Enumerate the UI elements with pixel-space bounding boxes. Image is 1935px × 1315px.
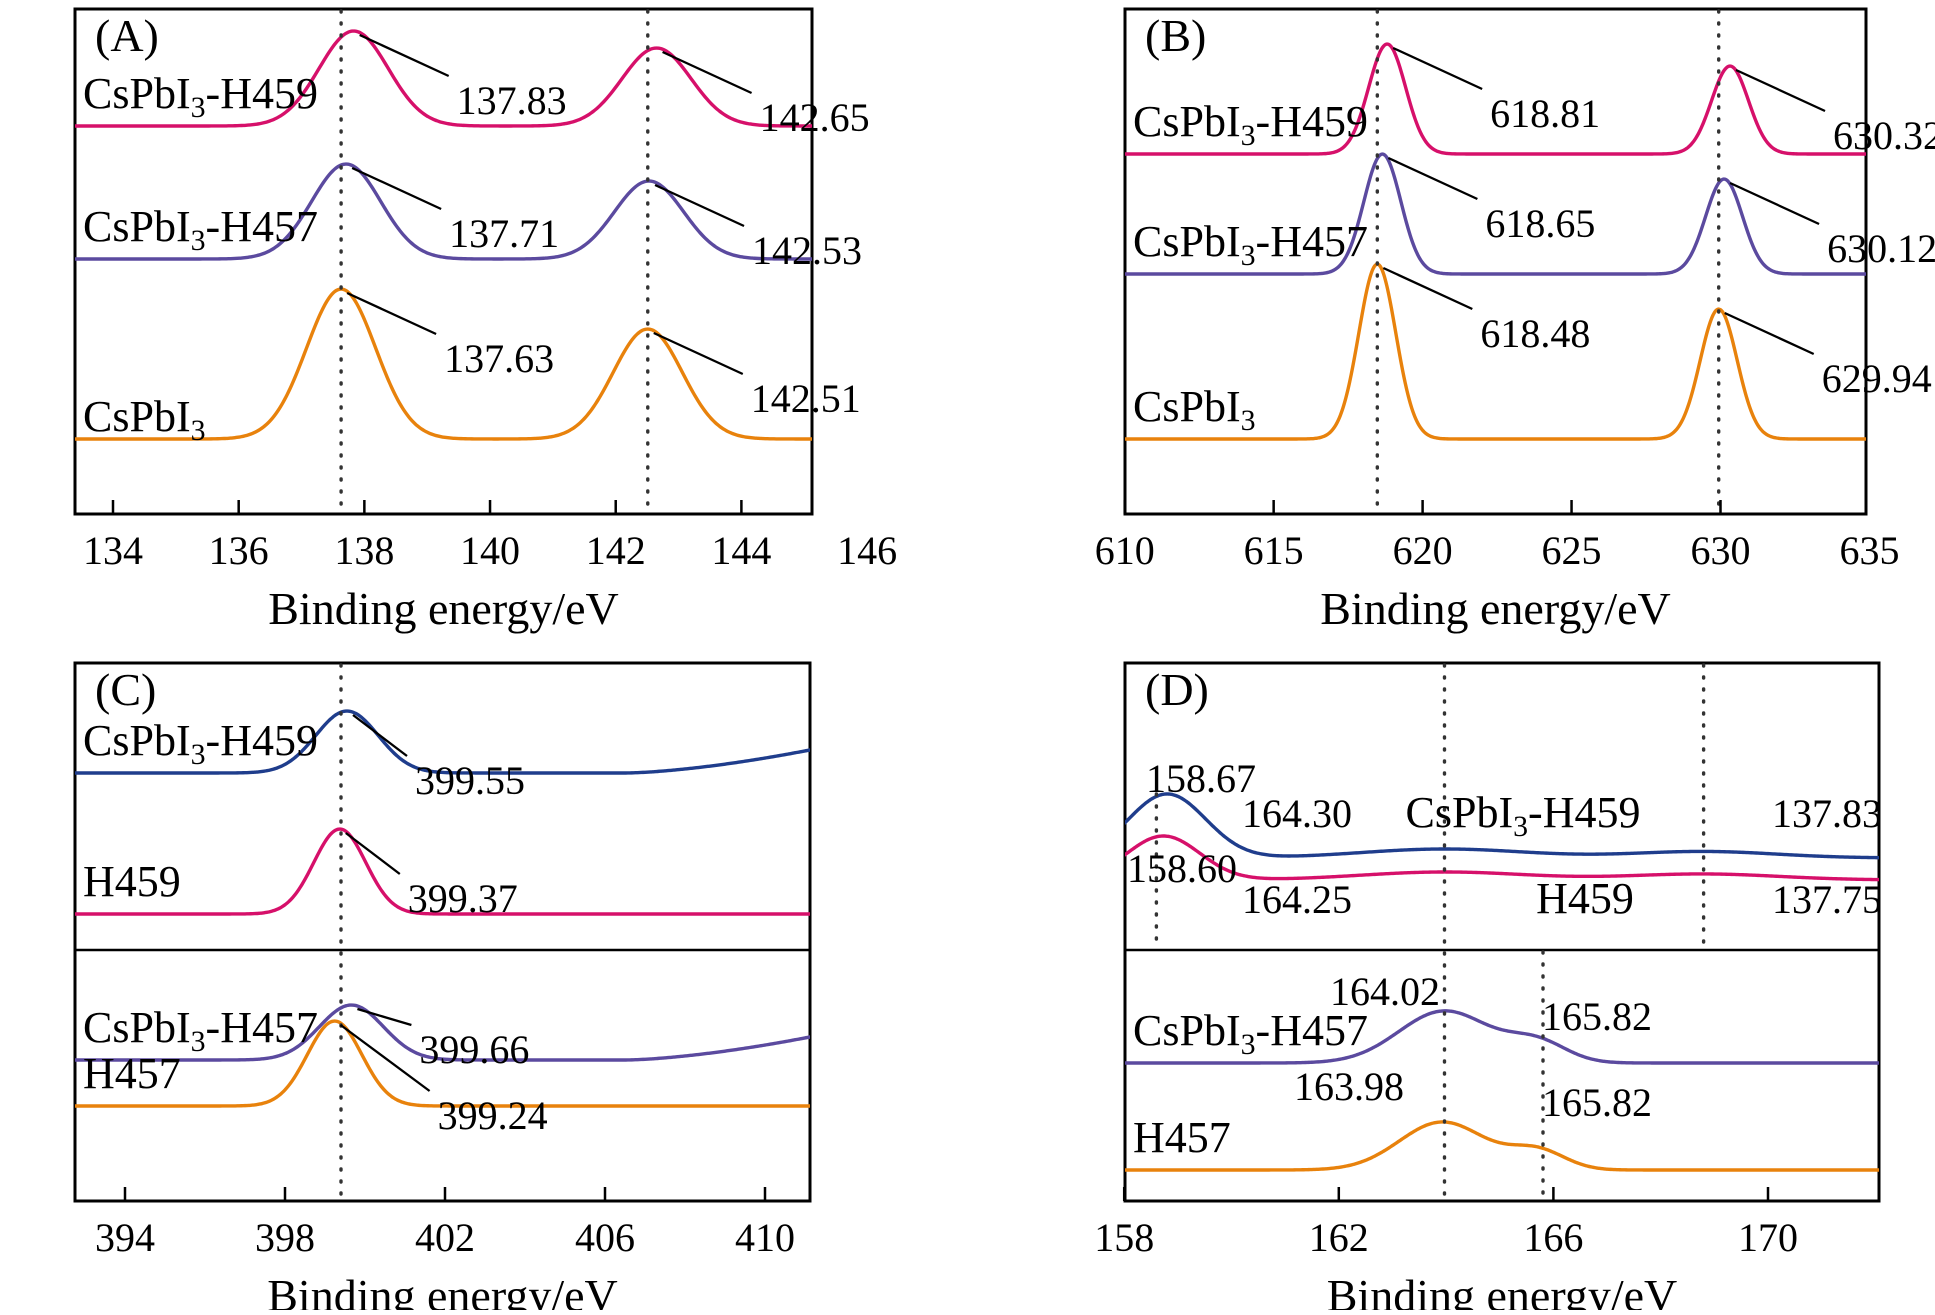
svg-text:399.55: 399.55 <box>415 758 525 803</box>
svg-text:H457: H457 <box>1133 1113 1231 1162</box>
svg-text:H459: H459 <box>1536 874 1634 923</box>
svg-text:620: 620 <box>1393 528 1453 573</box>
svg-text:630.32: 630.32 <box>1833 113 1935 158</box>
svg-text:137.71: 137.71 <box>449 211 559 256</box>
svg-text:137.75: 137.75 <box>1772 877 1882 922</box>
svg-text:618.81: 618.81 <box>1490 91 1600 136</box>
svg-text:136: 136 <box>209 528 269 573</box>
svg-text:CsPbI3: CsPbI3 <box>1133 382 1256 437</box>
svg-text:(B): (B) <box>1145 10 1206 61</box>
svg-text:625: 625 <box>1542 528 1602 573</box>
svg-text:142.53: 142.53 <box>752 228 862 273</box>
svg-text:164.30: 164.30 <box>1242 791 1352 836</box>
svg-text:410: 410 <box>735 1215 795 1260</box>
svg-text:629.94: 629.94 <box>1822 356 1932 401</box>
svg-text:164.02: 164.02 <box>1330 969 1440 1014</box>
svg-text:630.12: 630.12 <box>1827 226 1935 271</box>
svg-text:Binding energy/eV: Binding energy/eV <box>268 583 618 634</box>
svg-text:144: 144 <box>711 528 771 573</box>
svg-text:(C): (C) <box>95 664 156 715</box>
svg-text:137.83: 137.83 <box>457 78 567 123</box>
svg-text:H459: H459 <box>83 857 181 906</box>
svg-text:146: 146 <box>837 528 897 573</box>
svg-text:163.98: 163.98 <box>1294 1064 1404 1109</box>
svg-text:137.63: 137.63 <box>444 336 554 381</box>
svg-text:406: 406 <box>575 1215 635 1260</box>
svg-text:618.48: 618.48 <box>1480 311 1590 356</box>
svg-text:158: 158 <box>1094 1215 1154 1260</box>
svg-text:630: 630 <box>1691 528 1751 573</box>
svg-text:Binding energy/eV: Binding energy/eV <box>1320 583 1670 634</box>
svg-text:399.66: 399.66 <box>419 1027 529 1072</box>
svg-text:399.37: 399.37 <box>408 876 518 921</box>
svg-text:138: 138 <box>334 528 394 573</box>
svg-text:134: 134 <box>83 528 143 573</box>
svg-text:158.60: 158.60 <box>1127 846 1237 891</box>
svg-text:635: 635 <box>1839 528 1899 573</box>
svg-text:166: 166 <box>1523 1215 1583 1260</box>
svg-text:618.65: 618.65 <box>1485 201 1595 246</box>
svg-text:610: 610 <box>1095 528 1155 573</box>
svg-text:164.25: 164.25 <box>1242 877 1352 922</box>
svg-text:(D): (D) <box>1145 664 1209 715</box>
svg-text:399.24: 399.24 <box>438 1093 548 1138</box>
svg-text:(A): (A) <box>95 10 159 61</box>
svg-text:137.83: 137.83 <box>1772 791 1882 836</box>
svg-text:615: 615 <box>1244 528 1304 573</box>
svg-text:165.82: 165.82 <box>1542 994 1652 1039</box>
svg-text:H457: H457 <box>83 1049 181 1098</box>
svg-text:Binding energy/eV: Binding energy/eV <box>1327 1270 1677 1310</box>
svg-text:Binding energy/eV: Binding energy/eV <box>267 1270 617 1310</box>
svg-text:142.65: 142.65 <box>760 95 870 140</box>
svg-text:140: 140 <box>460 528 520 573</box>
svg-text:402: 402 <box>415 1215 475 1260</box>
svg-text:142.51: 142.51 <box>751 376 861 421</box>
svg-text:170: 170 <box>1738 1215 1798 1260</box>
svg-text:142: 142 <box>586 528 646 573</box>
svg-text:CsPbI3: CsPbI3 <box>83 392 206 447</box>
svg-text:394: 394 <box>95 1215 155 1260</box>
svg-text:398: 398 <box>255 1215 315 1260</box>
svg-text:162: 162 <box>1309 1215 1369 1260</box>
svg-text:165.82: 165.82 <box>1542 1080 1652 1125</box>
svg-text:158.67: 158.67 <box>1146 756 1256 801</box>
